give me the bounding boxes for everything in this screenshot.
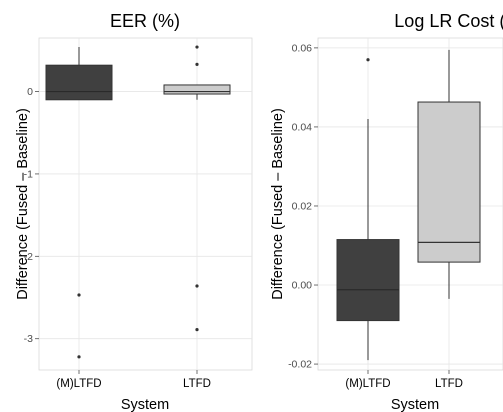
eer-outlier-point: [195, 284, 199, 288]
cllr-y-tick-label: 0.00: [292, 280, 313, 292]
cllr-y-tick-label: 0.06: [292, 42, 313, 54]
eer-outlier-point: [77, 355, 81, 359]
cllr-y-tick-label: 0.02: [292, 200, 313, 212]
cllr-y-tick-label: 0.04: [292, 121, 313, 133]
eer-box-body: [163, 84, 231, 95]
eer-y-tick-label: -3: [24, 333, 33, 345]
eer-y-tick-label: -2: [24, 251, 33, 263]
cllr-x-ticks: (M)LTFD LTFD: [345, 370, 463, 390]
cllr-y-axis-label: Difference (Fused – Baseline): [270, 108, 286, 300]
eer-box-body: [45, 64, 113, 101]
eer-y-tick-label: -1: [24, 168, 33, 180]
eer-outlier-point: [195, 328, 199, 332]
cllr-x-axis-label: System: [391, 397, 439, 412]
cllr-box-ltfd: [417, 49, 481, 299]
eer-panel: -3 -2 -1 0 (M)LTFD LTFD EER (%) Difference (…: [15, 11, 253, 412]
cllr-boxes: [336, 49, 481, 361]
eer-y-axis-label: Difference (Fused – Baseline): [15, 108, 31, 300]
cllr-box-body: [336, 239, 400, 322]
eer-title: EER (%): [110, 11, 180, 31]
cllr-x-tick-label: (M)LTFD: [345, 378, 390, 390]
eer-outlier-point: [195, 45, 199, 49]
eer-x-ticks: (M)LTFD LTFD: [56, 370, 211, 390]
eer-x-tick-label: LTFD: [183, 378, 211, 390]
eer-box-ltfd: [163, 45, 231, 332]
eer-outlier-point: [77, 293, 81, 297]
cllr-panel: -0.02 0.00 0.02 0.04 0.06 (M)LTFD LTFD Log LR…: [270, 11, 503, 412]
eer-y-tick-label: 0: [27, 86, 33, 98]
eer-box-mltfd: [45, 47, 113, 359]
cllr-box-body: [417, 101, 481, 263]
cllr-box-mltfd: [336, 58, 400, 361]
cllr-y-ticks: -0.02 0.00 0.02 0.04 0.06: [288, 42, 318, 371]
eer-boxes: [45, 45, 231, 359]
eer-outlier-point: [195, 62, 199, 66]
cllr-y-tick-label: -0.02: [288, 359, 312, 371]
eer-x-axis-label: System: [121, 397, 169, 412]
eer-x-tick-label: (M)LTFD: [56, 378, 101, 390]
cllr-x-tick-label: LTFD: [435, 378, 463, 390]
cllr-title-main: Log LR Cost (C: [394, 11, 503, 31]
eer-y-ticks: -3 -2 -1 0: [24, 86, 39, 345]
cllr-title: Log LR Cost (Cllr): [394, 11, 503, 34]
cllr-outlier-point: [366, 58, 370, 62]
